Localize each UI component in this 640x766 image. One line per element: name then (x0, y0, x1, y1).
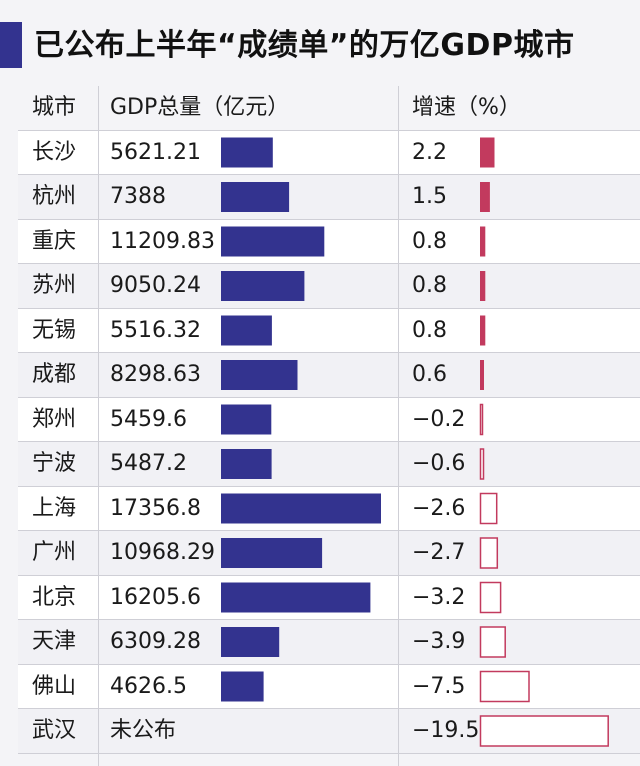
growth-bar-positive (480, 137, 495, 168)
gdp-bar (221, 582, 371, 613)
gdp-bar (221, 315, 272, 346)
growth-value-label: −0.2 (412, 406, 466, 432)
header-city: 城市 (32, 95, 77, 120)
gdp-value-label: 8298.63 (110, 362, 201, 387)
growth-value-label: −7.5 (412, 673, 466, 699)
gdp-bar (221, 404, 272, 435)
gdp-value-label: 7388 (110, 184, 166, 209)
gdp-bar (221, 137, 273, 168)
growth-bar-negative (479, 581, 502, 614)
title-accent-bar (0, 22, 22, 68)
growth-bar-negative (479, 715, 609, 747)
title-bar: 已公布上半年“成绩单”的万亿GDP城市 (0, 0, 640, 84)
growth-bar-negative (479, 448, 485, 480)
header-growth: 增速（%） (412, 95, 521, 120)
table-row: 杭州 7388 1.5 (18, 175, 640, 220)
growth-value-label: 0.8 (412, 228, 447, 254)
table-row: 成都 8298.63 0.6 (18, 353, 640, 398)
gdp-bar (221, 671, 264, 702)
city-cell: 宁波 (32, 451, 77, 476)
gdp-bar (221, 360, 298, 390)
growth-value-label: −2.7 (412, 540, 466, 565)
column-divider-growth (398, 86, 399, 766)
gdp-value-label: 5487.2 (110, 451, 187, 476)
city-cell: 长沙 (32, 139, 77, 165)
growth-value-label: 1.5 (412, 184, 447, 209)
column-divider-city (98, 86, 99, 766)
gdp-value-label: 5621.21 (110, 139, 201, 165)
gdp-bar (221, 226, 325, 257)
growth-bar-positive (480, 226, 486, 257)
growth-bar-positive (480, 360, 484, 390)
growth-value-label: −3.2 (412, 584, 466, 610)
city-cell: 无锡 (32, 317, 77, 343)
growth-value-label: 0.8 (412, 273, 447, 298)
gdp-table: 城市 GDP总量（亿元） 增速（%） 长沙 5621.21 2.2 杭州 7388 1.5… (18, 86, 640, 766)
city-cell: 杭州 (32, 184, 77, 209)
growth-bar-positive (480, 182, 490, 212)
gdp-bar (221, 493, 381, 524)
gdp-value-label: 17356.8 (110, 495, 201, 521)
gdp-value-label: 4626.5 (110, 673, 187, 699)
gdp-bar (221, 538, 323, 568)
bar-layer (221, 137, 609, 747)
table-row: 重庆 11209.83 0.8 (18, 219, 640, 264)
gdp-value-label: 6309.28 (110, 629, 201, 654)
city-cell: 重庆 (32, 228, 77, 254)
growth-bar-positive (480, 315, 486, 346)
city-cell: 苏州 (32, 273, 77, 298)
table-row: 长沙 5621.21 2.2 (18, 130, 640, 175)
gdp-value-label: 5459.6 (110, 406, 187, 432)
table-header-row: 城市 GDP总量（亿元） 增速（%） (18, 86, 640, 131)
growth-value-label: 2.2 (412, 139, 447, 165)
gdp-bar (221, 271, 305, 301)
growth-value-label: 0.8 (412, 317, 447, 343)
gdp-value-label: 16205.6 (110, 584, 201, 610)
header-gdp: GDP总量（亿元） (110, 95, 290, 120)
growth-value-label: −19.5 (412, 718, 480, 743)
table-row: 天津 6309.28 −3.9 (18, 620, 640, 665)
city-cell: 郑州 (32, 406, 77, 432)
table-row: 佛山 4626.5 −7.5 (18, 664, 640, 709)
city-cell: 广州 (32, 540, 77, 565)
growth-value-label: −0.6 (412, 451, 466, 476)
city-cell: 北京 (32, 584, 77, 610)
gdp-bar (221, 449, 272, 479)
table-row: 广州 10968.29 −2.7 (18, 531, 640, 576)
growth-bar-negative (479, 403, 484, 436)
gdp-value-label: 未公布 (110, 718, 177, 743)
gdp-bar (221, 627, 280, 657)
city-cell: 上海 (32, 495, 77, 521)
growth-bar-positive (480, 271, 486, 301)
table-row: 宁波 5487.2 −0.6 (18, 442, 640, 487)
gdp-value-label: 9050.24 (110, 273, 201, 298)
growth-bar-negative (479, 626, 506, 658)
gdp-value-label: 11209.83 (110, 228, 215, 254)
city-cell: 成都 (32, 362, 77, 387)
growth-value-label: −2.6 (412, 495, 466, 521)
gdp-value-label: 5516.32 (110, 317, 201, 343)
table-row: 郑州 5459.6 −0.2 (18, 397, 640, 442)
growth-bar-negative (479, 670, 530, 703)
table-row: 苏州 9050.24 0.8 (18, 264, 640, 309)
gdp-bar (221, 182, 290, 212)
growth-value-label: 0.6 (412, 362, 447, 387)
growth-bar-negative (479, 492, 498, 525)
city-cell: 佛山 (32, 673, 77, 699)
growth-value-label: −3.9 (412, 629, 466, 654)
city-cell: 武汉 (32, 718, 77, 743)
growth-bar-negative (479, 537, 499, 569)
gdp-value-label: 10968.29 (110, 540, 215, 565)
page-title: 已公布上半年“成绩单”的万亿GDP城市 (34, 28, 575, 63)
table-row: 无锡 5516.32 0.8 (18, 308, 640, 353)
city-cell: 天津 (32, 629, 77, 654)
